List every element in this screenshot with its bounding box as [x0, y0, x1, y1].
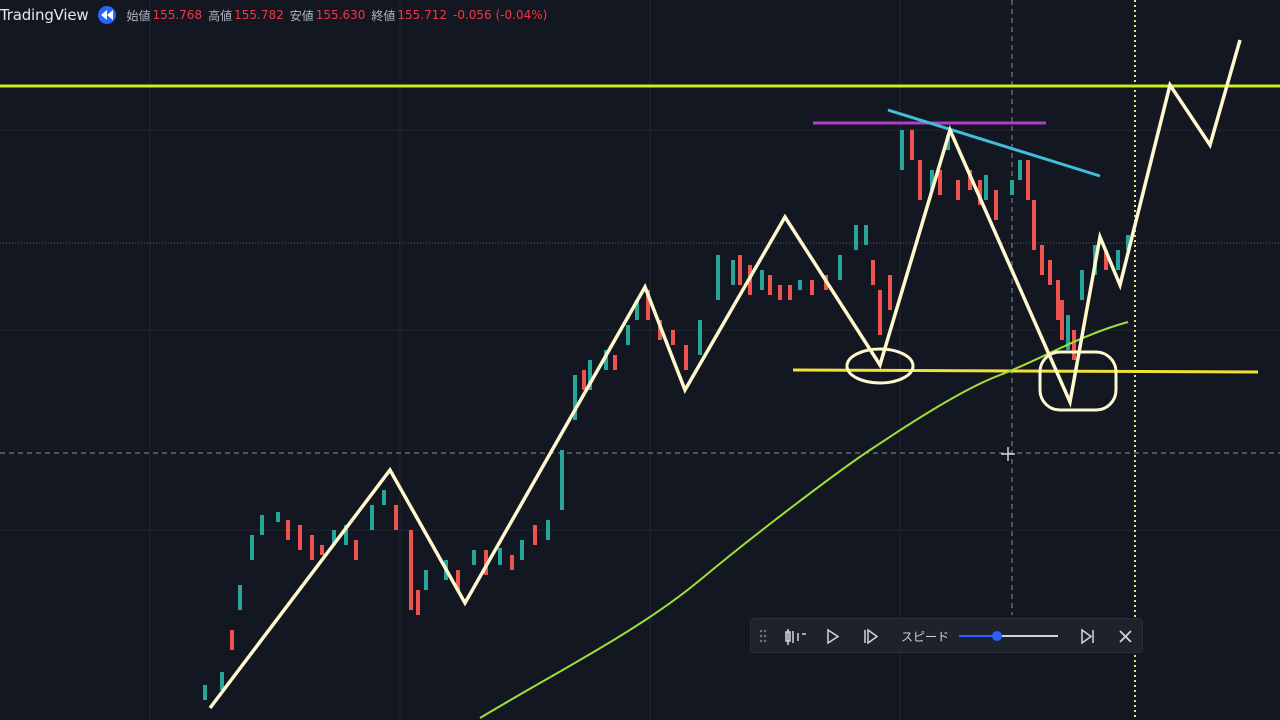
step-button[interactable] — [864, 628, 879, 645]
jump-button[interactable] — [1081, 628, 1094, 645]
high-value: 155.782 — [234, 8, 284, 22]
replay-button[interactable] — [98, 6, 117, 24]
low-label: 安値 — [289, 8, 314, 23]
bottom-circle — [845, 347, 915, 385]
close-value: 155.712 — [397, 8, 447, 22]
open-value: 155.768 — [152, 8, 203, 22]
bottom-box — [1038, 350, 1118, 412]
change-value: -0.056 (-0.04%) — [453, 8, 548, 22]
brand: TradingView — [0, 6, 89, 24]
close-label: 終値 — [371, 8, 396, 23]
speed-handle[interactable] — [992, 631, 1002, 641]
trend-line — [887, 108, 1101, 178]
toolbar-icons — [759, 628, 1132, 645]
replay-toolbar: スピード — [750, 618, 1143, 653]
high-label: 高値 — [208, 8, 233, 23]
support-line — [792, 368, 1259, 374]
speed-label: スピード — [901, 630, 950, 644]
select-bar-button[interactable] — [785, 629, 806, 645]
moving-average — [479, 321, 1129, 719]
candles-up — [203, 130, 1130, 700]
candles-down — [230, 130, 1108, 650]
cursor — [1001, 447, 1015, 461]
play-button[interactable] — [827, 628, 840, 645]
close-button[interactable] — [1119, 630, 1132, 643]
zigzag-drawing — [208, 39, 1242, 710]
legend-bar: TradingView 始値 155.768 高値 155.782 安値 155.63… — [0, 4, 547, 26]
rewind-icon — [101, 10, 114, 20]
low-value: 155.630 — [315, 8, 366, 22]
drag-handle — [759, 629, 767, 643]
open-label: 始値 — [126, 8, 151, 23]
